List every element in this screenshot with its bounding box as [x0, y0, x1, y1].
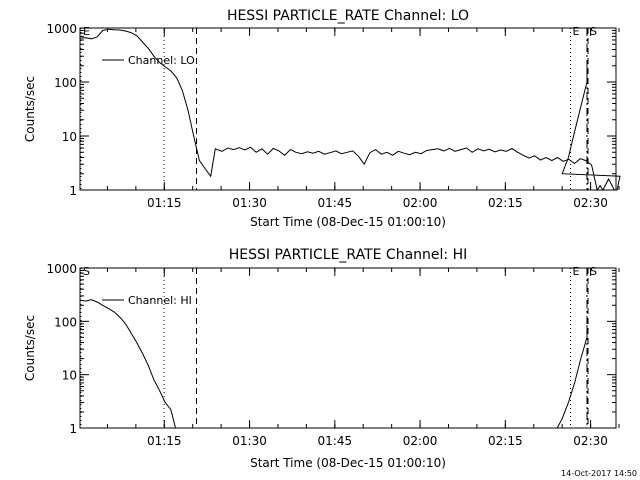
legend-label: Channel: HI: [128, 294, 192, 307]
series-line: [556, 325, 588, 429]
x-tick-label: 02:30: [573, 434, 608, 448]
legend: Channel: LO: [102, 54, 195, 67]
y-axis-label: Counts/sec: [23, 76, 37, 142]
x-tick-label: 01:15: [147, 434, 182, 448]
event-marker-label: E: [573, 265, 580, 278]
plot-frame: [79, 27, 617, 191]
y-tick-label: 10: [62, 369, 77, 383]
y-tick-label: 1: [69, 422, 77, 436]
event-marker-label: E: [83, 25, 90, 38]
x-tick-label: 02:00: [403, 434, 438, 448]
event-marker-label: E: [573, 25, 580, 38]
x-tick-label: 01:45: [318, 196, 353, 210]
x-axis-label: Start Time (08-Dec-15 01:00:10): [250, 215, 446, 229]
footer-timestamp: 14-Oct-2017 14:50: [561, 469, 637, 478]
chart-panel-2: HESSI PARTICLE_RATE Channel: HI Counts/se…: [23, 247, 620, 470]
x-tick-label: 01:15: [147, 196, 182, 210]
event-marker-label: S: [590, 265, 597, 278]
x-tick-label: 02:00: [403, 196, 438, 210]
series-line: [79, 28, 621, 192]
legend-label: Channel: LO: [128, 54, 195, 67]
x-tick-label: 02:15: [488, 196, 523, 210]
y-tick-label: 100: [54, 76, 77, 90]
x-tick-label: 02:30: [573, 196, 608, 210]
y-tick-label: 1000: [46, 262, 77, 276]
y-axis-label: Counts/sec: [23, 315, 37, 381]
legend: Channel: HI: [102, 294, 192, 307]
event-marker-label: S: [590, 25, 597, 38]
y-tick-label: 1: [69, 184, 77, 198]
x-tick-label: 01:30: [232, 196, 267, 210]
chart-title: HESSI PARTICLE_RATE Channel: LO: [227, 8, 469, 24]
series-line: [79, 299, 176, 429]
chart-title: HESSI PARTICLE_RATE Channel: HI: [229, 247, 467, 263]
y-tick-label: 100: [54, 315, 77, 329]
y-tick-label: 10: [62, 130, 77, 144]
x-tick-label: 01:30: [232, 434, 267, 448]
y-tick-label: 1000: [46, 22, 77, 36]
event-marker-label: S: [83, 265, 90, 278]
x-tick-label: 01:45: [318, 434, 353, 448]
chart-panel-1: HESSI PARTICLE_RATE Channel: LO Counts/se…: [23, 8, 621, 229]
plot-frame: [79, 267, 617, 429]
x-tick-label: 02:15: [488, 434, 523, 448]
x-axis-label: Start Time (08-Dec-15 01:00:10): [250, 456, 446, 470]
